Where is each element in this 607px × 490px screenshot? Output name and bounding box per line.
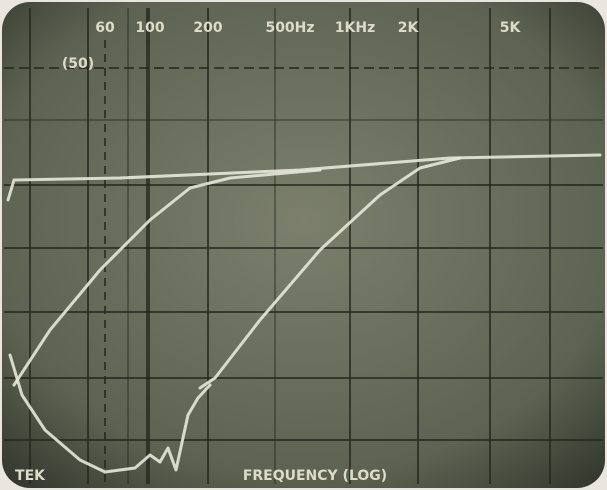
graticule <box>4 8 603 484</box>
traces <box>6 153 602 474</box>
trace-low-cut <box>12 168 322 387</box>
scale-label: 5K <box>500 20 522 36</box>
brand: TEK <box>15 468 46 484</box>
trace-high-cut <box>198 156 462 390</box>
scale-label: 100 <box>135 20 164 36</box>
bracket-label: (50) <box>62 56 94 72</box>
scale-label: 200 <box>193 20 222 36</box>
trace-bottom <box>8 353 212 474</box>
axis-label: FREQUENCY (LOG) <box>243 468 387 484</box>
scale-label: 2K <box>398 20 420 36</box>
scale-label: 1KHz <box>335 20 375 36</box>
trace-flat <box>6 153 602 202</box>
scale-label: 60 <box>95 20 115 36</box>
scale-label: 500Hz <box>265 20 314 36</box>
